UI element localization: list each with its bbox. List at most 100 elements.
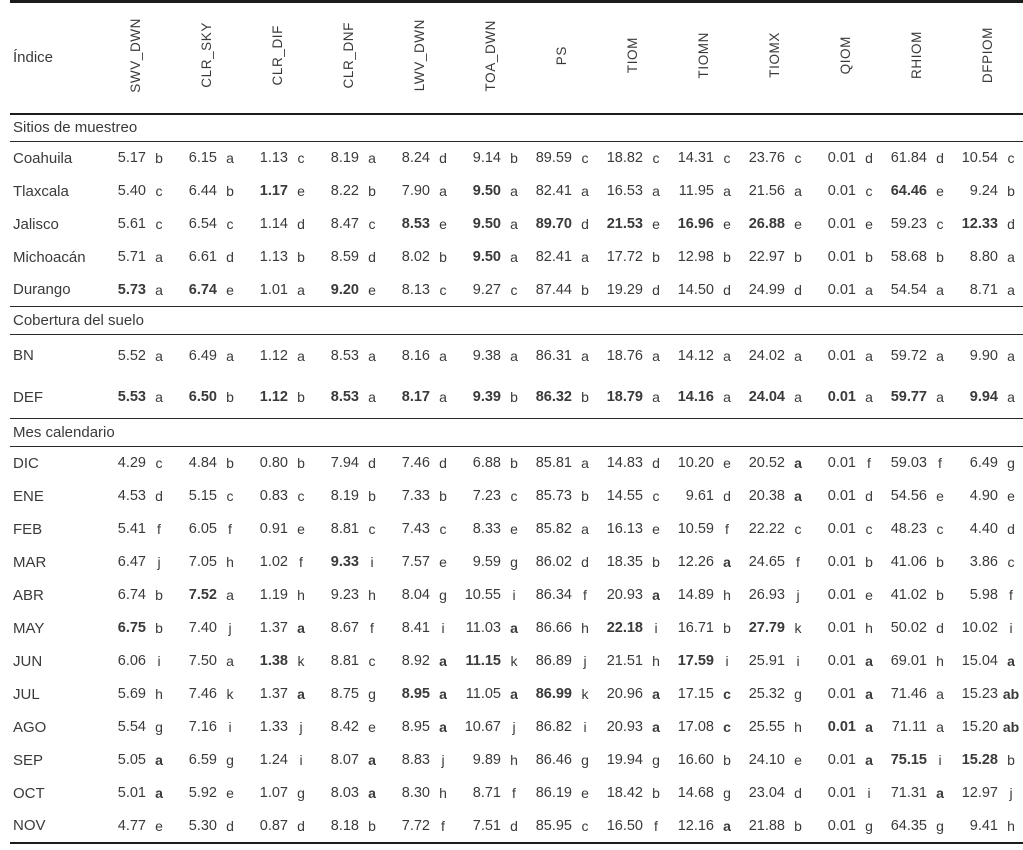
cell-letter: a (865, 347, 873, 364)
cell-letter: c (155, 216, 163, 232)
cell-letter: a (723, 554, 731, 570)
cell-letter: c (297, 488, 305, 504)
col-header-lwv_dwn: LWV_DWN (384, 1, 455, 115)
cell-value: 24.99 (748, 281, 785, 298)
table-row: MAY 6.75 b 7.40 j 1.37 a 8.67 f 8.41 i 11.03 a 86.66 h… (10, 612, 1023, 645)
cell-letter: a (865, 389, 873, 406)
cell-value: 5.53 (117, 389, 146, 406)
cell-letter: b (368, 488, 376, 504)
cell-letter: a (297, 281, 305, 298)
cell-value: 8.81 (330, 653, 359, 669)
cell-value: 6.44 (188, 183, 217, 199)
cell-value: 20.93 (606, 719, 643, 735)
cell-letter: b (581, 281, 589, 298)
cell-letter: d (226, 817, 234, 834)
cell-value: 1.13 (259, 150, 288, 167)
row-label: OCT (13, 784, 45, 802)
cell-letter: i (867, 785, 871, 801)
cell-value: 69.01 (890, 653, 927, 669)
table-row: DEF 5.53 a 6.50 b 1.12 b 8.53 a 8.17 a 9.39 b 86.32 b 1… (10, 377, 1023, 419)
table-row: JUN 6.06 i 7.50 a 1.38 k 8.81 c 8.92 a 11.15 k 86.89 j… (10, 645, 1023, 678)
cell-letter: e (226, 785, 234, 801)
cell-value: 0.01 (827, 281, 856, 298)
row-label: DEF (13, 388, 43, 406)
cell-value: 89.70 (535, 216, 572, 232)
cell-letter: d (723, 488, 731, 504)
cell-letter: h (723, 587, 731, 603)
cell-value: 9.24 (969, 183, 998, 199)
cell-value: 15.04 (961, 653, 998, 669)
cell-value: 8.30 (401, 785, 430, 801)
cell-value: 14.83 (606, 455, 643, 472)
cell-letter: c (1007, 554, 1015, 570)
row-label: FEB (13, 520, 43, 538)
cell-letter: a (936, 347, 944, 364)
cell-value: 1.12 (259, 389, 288, 406)
cell-letter: c (794, 521, 802, 537)
cell-letter: h (226, 554, 234, 570)
cell-letter: a (794, 389, 802, 406)
cell-letter: d (723, 281, 731, 298)
cell-letter: c (794, 150, 802, 167)
cell-letter: d (652, 281, 660, 298)
rotated-column-label: TIOMX (767, 32, 782, 79)
cell-value: 9.50 (472, 183, 501, 199)
cell-letter: e (652, 216, 660, 232)
cell-letter: g (1007, 455, 1015, 472)
cell-value: 7.46 (401, 455, 430, 472)
cell-letter: a (723, 389, 731, 406)
cell-value: 7.57 (401, 554, 430, 570)
cell-letter: d (155, 488, 163, 504)
cell-value: 0.01 (827, 719, 856, 735)
cell-value: 0.87 (259, 817, 288, 834)
cell-letter: a (510, 347, 518, 364)
cell-letter: a (439, 389, 447, 406)
cell-letter: b (936, 587, 944, 603)
cell-value: 0.01 (827, 216, 856, 232)
cell-letter: a (155, 347, 163, 364)
cell-letter: i (1009, 620, 1013, 636)
row-label: Tlaxcala (13, 182, 69, 200)
col-header-indice: Índice (10, 1, 100, 115)
cell-letter: h (865, 620, 873, 636)
cell-value: 9.27 (472, 281, 501, 298)
cell-value: 25.55 (748, 719, 785, 735)
cell-value: 14.55 (606, 488, 643, 504)
cell-letter: c (226, 216, 234, 232)
cell-value: 64.46 (890, 183, 927, 199)
cell-letter: a (439, 347, 447, 364)
cell-value: 17.72 (606, 249, 643, 265)
cell-value: 9.41 (969, 817, 998, 834)
cell-letter: b (794, 249, 802, 265)
cell-value: 59.77 (890, 389, 927, 406)
cell-letter: e (723, 455, 731, 472)
rotated-column-label: TIOM (625, 37, 640, 74)
cell-letter: c (652, 150, 660, 167)
cell-letter: j (1009, 785, 1013, 801)
rotated-column-label: QIOM (838, 36, 853, 75)
cell-letter: f (867, 455, 871, 472)
table-row: Durango 5.73 a 6.74 e 1.01 a 9.20 e 8.13 c 9.27 c 87.… (10, 274, 1023, 307)
cell-letter: a (581, 455, 589, 472)
cell-value: 59.03 (890, 455, 927, 472)
cell-value: 54.54 (890, 281, 927, 298)
cell-value: 8.04 (401, 587, 430, 603)
table-row: Michoacán 5.71 a 6.61 d 1.13 b 8.59 d 8.02 b 9.50 a 8… (10, 241, 1023, 274)
cell-letter: c (936, 216, 944, 232)
cell-value: 85.73 (535, 488, 572, 504)
cell-value: 8.22 (330, 183, 359, 199)
cell-letter: j (512, 719, 516, 735)
row-label: Michoacán (13, 248, 86, 266)
table-row: SEP 5.05 a 6.59 g 1.24 i 8.07 a 8.83 j 9.89 h 86.46 g 1… (10, 744, 1023, 777)
cell-letter: e (723, 216, 731, 232)
cell-value: 7.51 (472, 817, 501, 834)
cell-letter: d (936, 620, 944, 636)
cell-letter: g (155, 719, 163, 735)
cell-letter: d (1007, 521, 1015, 537)
cell-value: 9.39 (472, 389, 501, 406)
cell-value: 85.81 (535, 455, 572, 472)
cell-letter: c (368, 216, 376, 232)
cell-value: 25.32 (748, 686, 785, 702)
cell-value: 6.50 (188, 389, 217, 406)
cell-value: 1.07 (259, 785, 288, 801)
